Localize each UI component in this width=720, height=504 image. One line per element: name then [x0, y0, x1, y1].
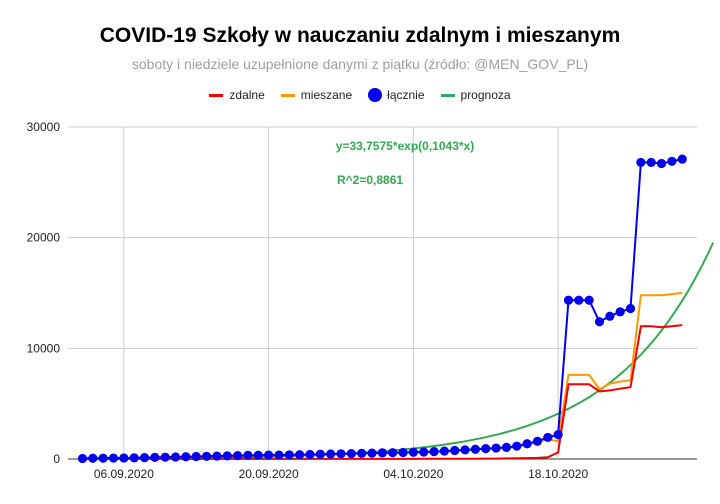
data-point-lacznie	[470, 444, 481, 454]
data-point-lacznie	[408, 447, 418, 457]
data-point-lacznie	[326, 449, 336, 459]
data-point-lacznie	[501, 442, 512, 452]
data-point-lacznie	[377, 448, 387, 458]
legend-swatch-lacznie	[368, 88, 383, 102]
x-tick-label: 06.09.2020	[94, 467, 154, 481]
data-point-lacznie	[646, 157, 656, 168]
data-point-lacznie	[460, 445, 470, 455]
data-point-lacznie	[88, 453, 98, 463]
y-tick-label: 10000	[27, 341, 61, 355]
legend-item-zdalne: zdalne	[209, 88, 265, 102]
legend-item-lacznie: łącznie	[368, 88, 425, 102]
legend: zdalne mieszane łącznie prognoza	[0, 88, 720, 102]
data-point-lacznie	[274, 450, 284, 460]
data-point-lacznie	[625, 303, 636, 314]
data-point-lacznie	[233, 451, 243, 461]
data-point-lacznie	[139, 453, 150, 463]
data-point-lacznie	[450, 445, 460, 456]
data-point-lacznie	[388, 448, 398, 458]
data-point-lacznie	[201, 451, 212, 461]
x-tick-label: 20.09.2020	[239, 467, 299, 481]
data-point-lacznie	[336, 449, 346, 459]
data-point-lacznie	[243, 450, 253, 460]
y-tick-label: 20000	[27, 231, 61, 245]
y-tick-label: 30000	[27, 120, 61, 134]
data-point-lacznie	[543, 432, 553, 443]
data-point-lacznie	[150, 452, 160, 462]
trendline-r-squared: R^2=0,8861	[337, 173, 403, 187]
legend-label-zdalne: zdalne	[229, 88, 265, 102]
data-point-lacznie	[77, 453, 88, 464]
legend-swatch-zdalne	[209, 93, 224, 97]
data-point-lacznie	[615, 307, 625, 317]
series-line-zdalne	[82, 324, 683, 460]
legend-swatch-mieszane	[280, 93, 295, 97]
x-tick-label: 18.10.2020	[528, 467, 588, 481]
legend-item-prognoza: prognoza	[440, 88, 511, 102]
data-point-lacznie	[357, 448, 367, 458]
data-point-lacznie	[481, 444, 491, 454]
data-point-lacznie	[212, 451, 222, 461]
chart-title: COVID-19 Szkoły w nauczaniu zdalnym i mi…	[99, 24, 621, 47]
data-point-lacznie	[181, 452, 191, 462]
data-point-lacznie	[170, 452, 181, 462]
data-point-lacznie	[346, 448, 356, 459]
data-point-lacznie	[129, 453, 139, 463]
data-point-lacznie	[98, 453, 108, 463]
data-point-lacznie	[584, 295, 594, 305]
legend-swatch-prognoza	[440, 93, 455, 97]
series-line-lacznie	[82, 158, 683, 460]
data-point-lacznie	[439, 446, 449, 456]
data-point-lacznie	[594, 317, 605, 327]
legend-item-mieszane: mieszane	[280, 88, 353, 102]
data-point-lacznie	[305, 449, 315, 460]
legend-label-mieszane: mieszane	[300, 88, 353, 102]
data-point-lacznie	[253, 450, 263, 460]
series-line-prognoza	[82, 242, 715, 460]
data-point-lacznie	[605, 311, 615, 321]
y-tick-label: 0	[53, 452, 60, 466]
data-point-lacznie	[119, 453, 129, 463]
data-point-lacznie	[264, 450, 274, 460]
x-tick-label: 04.10.2020	[383, 467, 443, 481]
data-point-lacznie	[553, 430, 563, 440]
data-point-lacznie	[677, 154, 687, 164]
data-point-lacznie	[563, 295, 574, 305]
data-point-lacznie	[222, 451, 232, 461]
data-point-lacznie	[532, 436, 543, 446]
data-point-lacznie	[419, 447, 429, 457]
data-point-lacznie	[284, 450, 294, 460]
data-point-lacznie	[522, 439, 532, 449]
data-point-lacznie	[667, 156, 677, 166]
data-point-lacznie	[491, 443, 501, 453]
series-line-mieszane	[82, 292, 683, 460]
data-point-lacznie	[636, 157, 646, 168]
data-point-lacznie	[295, 450, 305, 460]
legend-label-prognoza: prognoza	[460, 88, 511, 102]
data-point-lacznie	[160, 452, 170, 462]
chart-subtitle: soboty i niedziele uzupełnione danymi z …	[131, 56, 589, 72]
data-point-lacznie	[367, 448, 377, 458]
legend-label-lacznie: łącznie	[387, 88, 425, 102]
data-point-lacznie	[315, 449, 325, 459]
data-point-lacznie	[398, 447, 408, 458]
data-point-lacznie	[108, 453, 119, 463]
data-point-lacznie	[191, 451, 201, 462]
data-point-lacznie	[512, 441, 522, 451]
data-point-lacznie	[656, 158, 667, 169]
data-point-lacznie	[429, 447, 439, 457]
trendline-equation: y=33,7575*exp(0,1043*x)	[336, 139, 474, 153]
data-point-lacznie	[574, 295, 584, 305]
